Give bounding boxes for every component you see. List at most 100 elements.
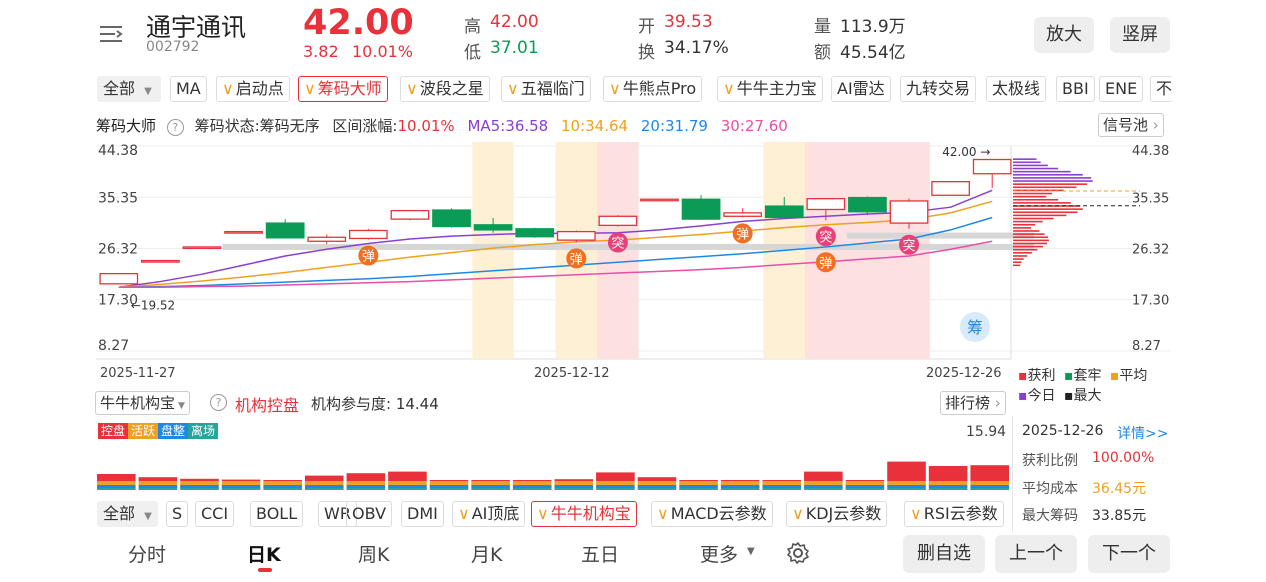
candle-body[interactable] <box>265 222 305 239</box>
bottom-tab-8[interactable]: ∨ MACD云参数 <box>651 501 773 527</box>
indicator-tab-8[interactable]: 九转交易 <box>900 76 977 102</box>
candle-body[interactable] <box>723 212 763 217</box>
signal-marker[interactable] <box>732 223 753 244</box>
bottom-tab-3[interactable]: WR <box>318 501 357 527</box>
portrait-button[interactable]: 竖屏 <box>1110 17 1170 53</box>
signal-marker[interactable] <box>815 226 836 247</box>
ma20-value: 20:31.79 <box>640 117 708 135</box>
indicator-tab-1[interactable]: ∨ 启动点 <box>216 76 290 102</box>
previous-button[interactable]: 上一个 <box>995 535 1077 573</box>
bottom-tab-10[interactable]: ∨ RSI云参数 <box>904 501 1004 527</box>
candle-body[interactable] <box>141 259 180 263</box>
bottom-tab-label: 牛牛机构宝 <box>550 504 631 523</box>
indicator-tab-label: 太极线 <box>992 79 1041 98</box>
turnover-label: 换 <box>638 43 655 63</box>
x-label-start: 2025-11-27 <box>100 366 176 381</box>
volume-label: 量 <box>814 17 831 37</box>
candle-body[interactable] <box>806 198 846 211</box>
nav-tab-3[interactable]: 月K <box>471 544 503 566</box>
high-label: 高 <box>464 17 481 37</box>
candle-body[interactable] <box>390 209 430 220</box>
bottom-tab-4[interactable]: OBV <box>346 501 393 527</box>
y-tick-label: 17.30 <box>98 293 138 309</box>
inst-bar-segment <box>928 466 968 481</box>
signal-marker[interactable] <box>566 248 587 269</box>
signal-marker[interactable] <box>815 252 836 273</box>
candle-body[interactable] <box>182 246 222 250</box>
next-button[interactable]: 下一个 <box>1088 535 1170 573</box>
indicator-tab-6[interactable]: ∨ 牛牛主力宝 <box>717 76 823 102</box>
indicator-tab-11[interactable]: ENE <box>1099 76 1144 102</box>
candle-body[interactable] <box>473 224 513 231</box>
rank-button[interactable]: 排行榜 › <box>940 391 1006 415</box>
candle-body[interactable] <box>515 228 555 238</box>
signal-marker[interactable] <box>358 245 379 266</box>
indicator-tab-10[interactable]: BBI <box>1056 76 1095 102</box>
low-marker: ←19.52 <box>131 299 175 313</box>
bottom-tab-0[interactable]: S <box>166 501 189 527</box>
delete-watchlist-button[interactable]: 删自选 <box>903 535 985 573</box>
bottom-tab-label: BOLL <box>256 504 298 523</box>
indicator-tab-4[interactable]: ∨ 五福临门 <box>501 76 591 102</box>
candle-body[interactable] <box>640 198 679 202</box>
chip-bar <box>1013 217 1054 220</box>
legend-profit: 获利 <box>1027 368 1056 384</box>
chip-bar <box>1013 261 1022 264</box>
candle-body[interactable] <box>681 198 721 220</box>
inst-bar-segment <box>304 475 344 481</box>
range-change-value: 10.01% <box>397 117 455 135</box>
chip-badge[interactable] <box>960 312 990 342</box>
zoom-button[interactable]: 放大 <box>1034 17 1094 53</box>
menu-icon[interactable] <box>98 22 124 46</box>
inst-bar-segment <box>679 481 718 485</box>
indicator-tab-3[interactable]: ∨ 波段之星 <box>400 76 490 102</box>
candle-body[interactable] <box>889 200 929 224</box>
signal-marker[interactable] <box>607 232 628 253</box>
indicator-tab-12[interactable]: 不 <box>1150 76 1173 102</box>
indicator-tab-7[interactable]: AI雷达 <box>831 76 891 102</box>
bottom-tab-7[interactable]: ∨ 牛牛机构宝 <box>531 501 637 527</box>
candle-body[interactable] <box>432 209 471 228</box>
candle-body[interactable] <box>598 215 638 227</box>
settings-icon[interactable] <box>786 541 810 569</box>
bottom-tab-6[interactable]: ∨ AI顶底 <box>452 501 526 527</box>
nav-tab-4[interactable]: 五日 <box>581 544 620 566</box>
candle-body[interactable] <box>556 230 596 241</box>
signal-marker[interactable] <box>899 234 920 255</box>
indicator-tab-9[interactable]: 太极线 <box>986 76 1047 102</box>
nav-tab-2[interactable]: 周K <box>358 544 390 566</box>
candle-body[interactable] <box>931 181 970 196</box>
bottom-tab-9[interactable]: ∨ KDJ云参数 <box>786 501 888 527</box>
nav-tab-1[interactable]: 日K <box>247 544 281 566</box>
candle-body[interactable] <box>764 205 804 219</box>
y-tick-label: 35.35 <box>98 190 138 206</box>
inst-selector[interactable]: 牛牛机构宝 ▼ <box>95 391 190 415</box>
inst-bar-segment <box>887 488 926 490</box>
candle-body[interactable] <box>348 229 388 240</box>
bottom-tab-2[interactable]: BOLL <box>250 501 304 527</box>
y-tick-label-right: 44.38 <box>1132 144 1169 159</box>
candle-body[interactable] <box>224 230 263 234</box>
kline-chart[interactable]: 44.38 44.38 35.35 35.35 26.32 26.32 17.30 17.30… <box>0 138 1266 364</box>
bottom-tab-5[interactable]: DMI <box>401 501 444 527</box>
candle-body[interactable] <box>307 236 347 242</box>
more-dropdown-icon[interactable]: ▼ <box>747 546 755 557</box>
inst-bar-segment <box>180 478 219 481</box>
candle-body[interactable] <box>972 158 1012 175</box>
nav-tab-5[interactable]: 更多 <box>700 544 739 566</box>
candle-body[interactable] <box>848 196 887 213</box>
candle-body[interactable] <box>99 272 139 285</box>
volume-value: 113.9万 <box>840 17 906 37</box>
signal-pool-button[interactable]: 信号池 › <box>1098 113 1164 137</box>
indicator-all-dropdown[interactable]: 全部 ▼ <box>97 76 161 102</box>
help-icon[interactable]: ? <box>210 394 227 411</box>
bottom-all-dropdown[interactable]: 全部 ▼ <box>97 501 158 527</box>
indicator-tab-5[interactable]: ∨ 牛熊点Pro <box>603 76 703 102</box>
indicator-tab-0[interactable]: MA <box>170 76 207 102</box>
chip-info-detail-link[interactable]: 详情>> <box>1117 426 1169 442</box>
indicator-tab-2[interactable]: ∨ 筹码大师 <box>298 76 388 102</box>
nav-tab-0[interactable]: 分时 <box>128 544 167 566</box>
help-icon[interactable]: ? <box>166 119 184 136</box>
inst-bar-segment <box>388 488 427 490</box>
bottom-tab-1[interactable]: CCI <box>195 501 235 527</box>
